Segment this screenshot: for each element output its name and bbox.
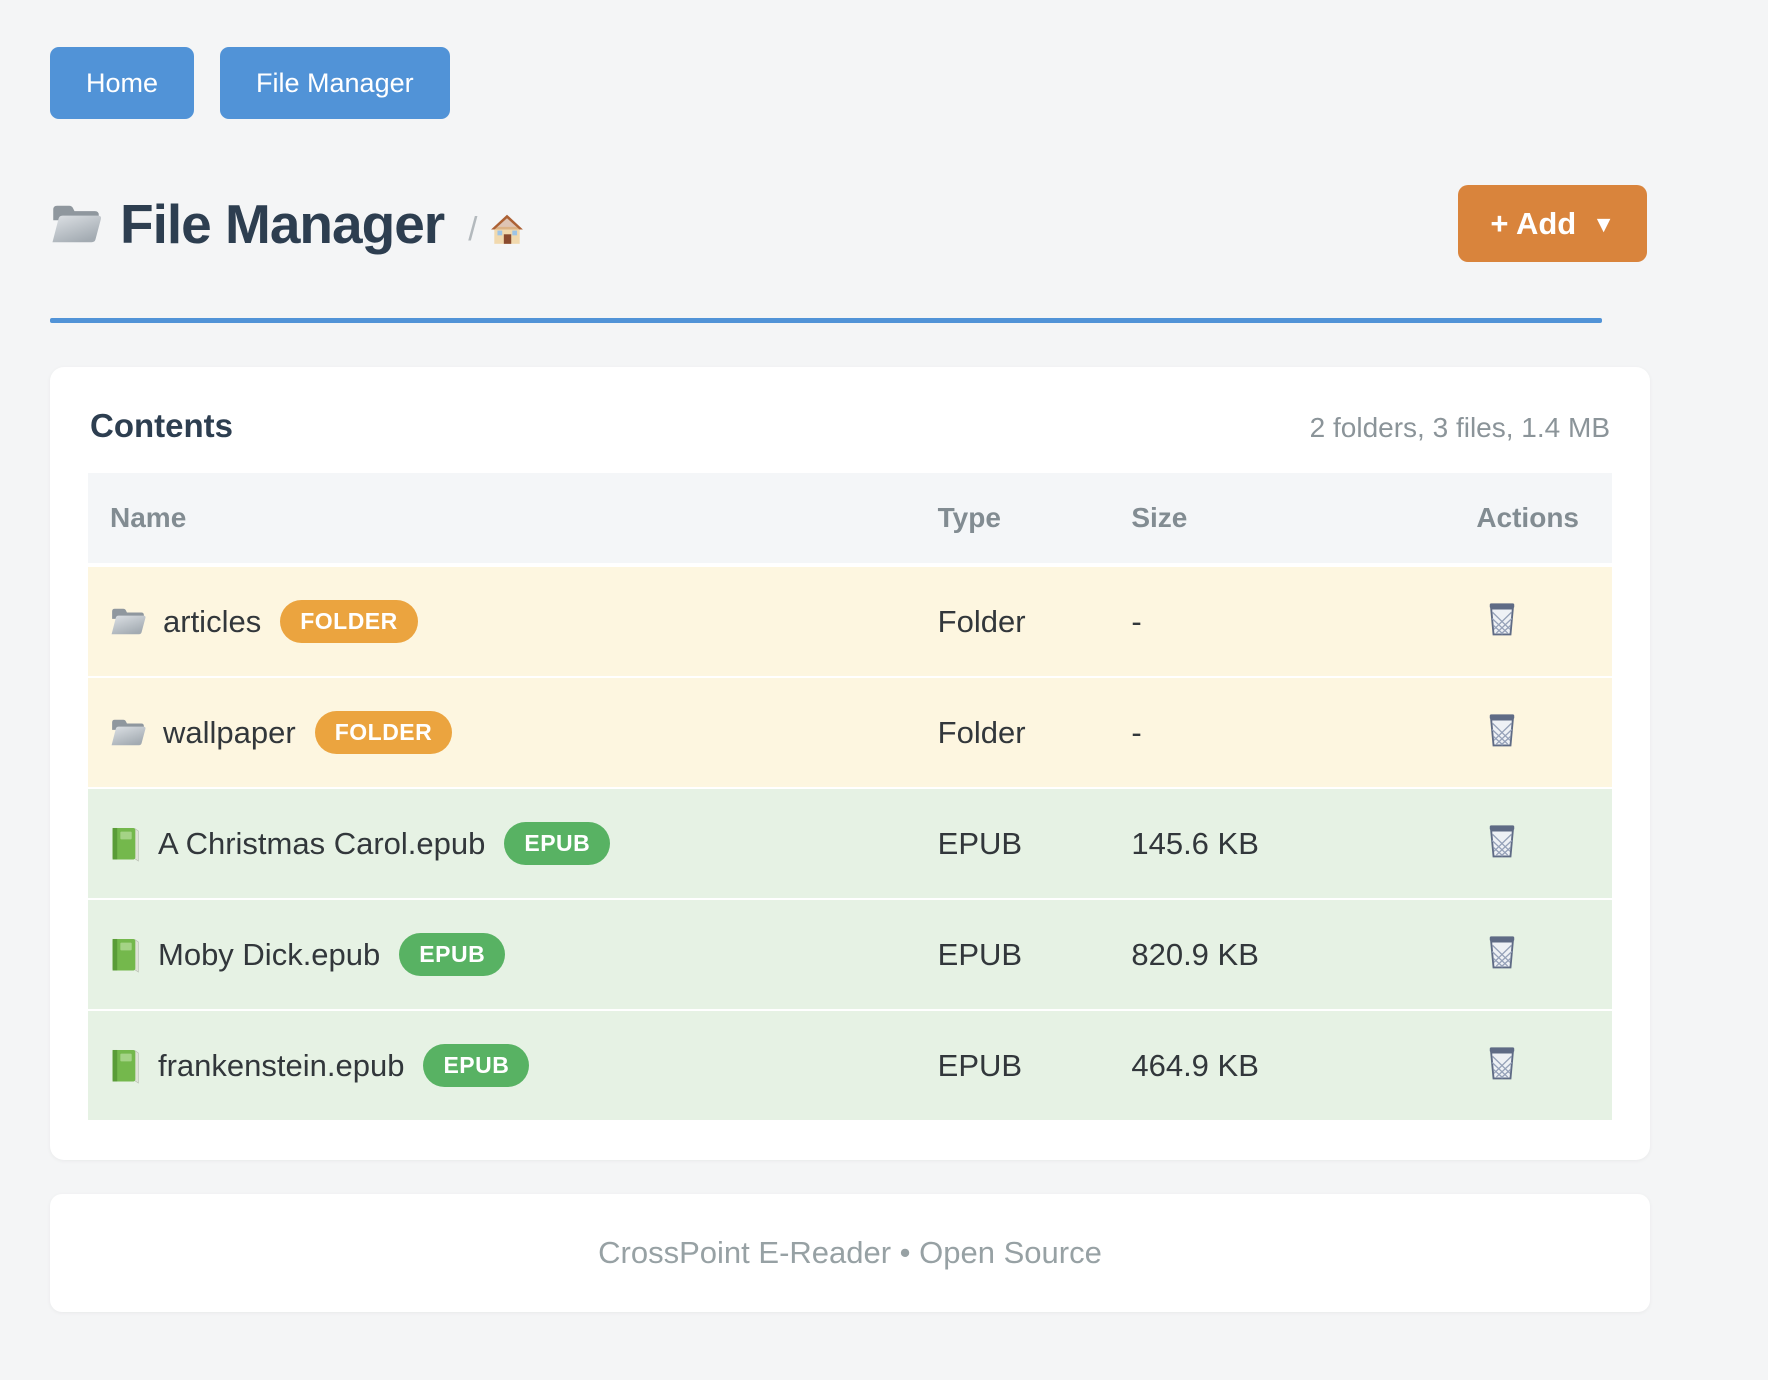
book-icon [110, 826, 141, 862]
file-name[interactable]: articles [163, 603, 262, 639]
delete-button[interactable] [1486, 933, 1518, 969]
header-divider [50, 318, 1602, 323]
footer: CrossPoint E-Reader • Open Source [50, 1194, 1650, 1312]
page-header: File Manager / + Add ▼ [50, 185, 1650, 262]
file-table-body: articles FOLDER Folder - [88, 565, 1612, 1122]
trash-icon [1486, 933, 1518, 969]
type-badge: FOLDER [280, 600, 418, 643]
column-header-size: Size [1109, 473, 1455, 567]
size-cell: - [1109, 565, 1455, 678]
nav-button-home[interactable]: Home [50, 47, 195, 119]
delete-button[interactable] [1486, 822, 1518, 858]
book-icon [110, 937, 141, 973]
table-row: A Christmas Carol.epub EPUB EPUB 145.6 K… [88, 788, 1612, 900]
table-row: frankenstein.epub EPUB EPUB 464.9 KB [88, 1010, 1612, 1122]
file-name[interactable]: wallpaper [163, 714, 296, 750]
top-nav: Home File Manager [50, 47, 1650, 119]
type-cell: Folder [915, 565, 1110, 678]
column-header-type: Type [915, 473, 1110, 567]
file-name[interactable]: A Christmas Carol.epub [158, 825, 486, 861]
trash-icon [1486, 711, 1518, 747]
table-row: wallpaper FOLDER Folder - [88, 677, 1612, 789]
book-icon [110, 1048, 141, 1084]
type-cell: EPUB [915, 1010, 1110, 1122]
folder-icon [50, 202, 102, 246]
card-title: Contents [90, 407, 233, 444]
delete-button[interactable] [1486, 1044, 1518, 1080]
add-button-label: + Add [1490, 205, 1577, 241]
size-cell: - [1109, 677, 1455, 789]
size-cell: 145.6 KB [1109, 788, 1455, 900]
file-name[interactable]: Moby Dick.epub [158, 936, 381, 972]
nav-button-file-manager[interactable]: File Manager [220, 47, 450, 119]
footer-text: CrossPoint E-Reader • Open Source [598, 1235, 1102, 1270]
column-header-actions: Actions [1454, 473, 1612, 567]
size-cell: 820.9 KB [1109, 899, 1455, 1011]
type-badge: EPUB [423, 1044, 530, 1087]
home-icon[interactable] [489, 213, 525, 245]
file-table: Name Type Size Actions articles [88, 473, 1612, 1122]
table-header-row: Name Type Size Actions [88, 473, 1612, 567]
column-header-name: Name [88, 473, 916, 567]
table-row: Moby Dick.epub EPUB EPUB 820.9 KB [88, 899, 1612, 1011]
folder-icon [110, 606, 146, 637]
folder-icon [110, 717, 146, 748]
delete-button[interactable] [1486, 711, 1518, 747]
type-cell: EPUB [915, 899, 1110, 1011]
contents-card: Contents 2 folders, 3 files, 1.4 MB Name… [50, 367, 1650, 1160]
size-cell: 464.9 KB [1109, 1010, 1455, 1122]
table-row: articles FOLDER Folder - [88, 565, 1612, 678]
breadcrumb-separator: / [468, 209, 478, 247]
delete-button[interactable] [1486, 600, 1518, 636]
type-cell: Folder [915, 677, 1110, 789]
type-cell: EPUB [915, 788, 1110, 900]
contents-summary: 2 folders, 3 files, 1.4 MB [1309, 412, 1610, 443]
chevron-down-icon: ▼ [1592, 211, 1615, 237]
type-badge: EPUB [504, 822, 611, 865]
type-badge: EPUB [399, 933, 506, 976]
title-wrap: File Manager / [50, 192, 1458, 256]
trash-icon [1486, 1044, 1518, 1080]
page-title: File Manager [120, 192, 445, 255]
trash-icon [1486, 600, 1518, 636]
type-badge: FOLDER [314, 711, 453, 754]
add-button[interactable]: + Add ▼ [1458, 185, 1647, 262]
trash-icon [1486, 822, 1518, 858]
file-name[interactable]: frankenstein.epub [158, 1047, 405, 1083]
